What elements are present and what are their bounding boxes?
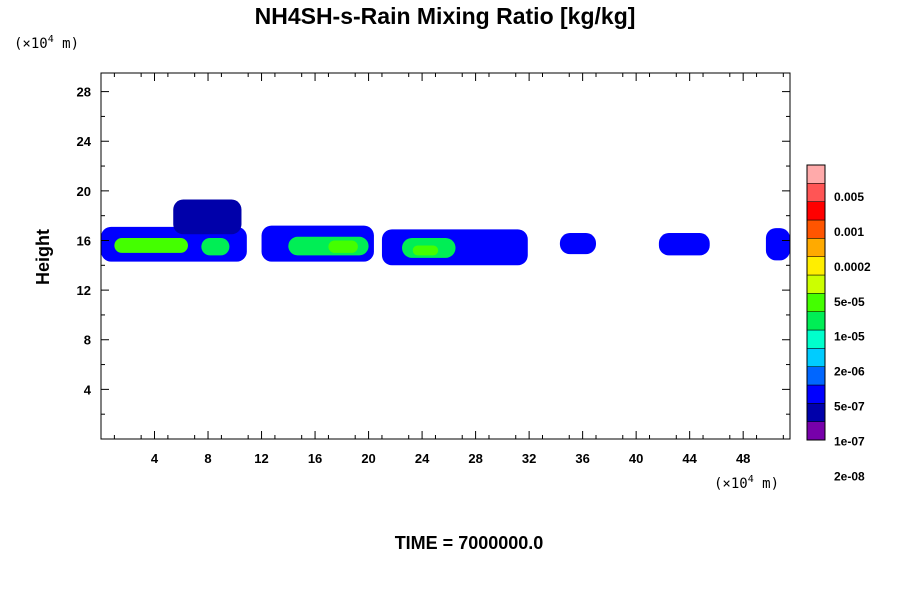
y-tick-label: 24 (77, 134, 92, 149)
x-tick-label: 36 (575, 451, 589, 466)
contour-feature-6 (328, 240, 358, 253)
colorbar-label: 1e-05 (834, 330, 865, 344)
colorbar-label: 5e-07 (834, 400, 865, 414)
x-tick-label: 24 (415, 451, 430, 466)
colorbar-swatch (806, 164, 826, 184)
colorbar-swatch (806, 348, 826, 367)
colorbar-label: 0.005 (834, 190, 864, 204)
x-tick-label: 48 (736, 451, 750, 466)
plot-frame (100, 72, 791, 440)
x-tick-label: 16 (308, 451, 322, 466)
colorbar-label: 5e-05 (834, 295, 865, 309)
y-tick-label: 8 (84, 333, 91, 348)
y-axis-unit: (×104 m) (14, 34, 79, 52)
y-tick-label: 16 (77, 233, 91, 248)
x-tick-label: 8 (204, 451, 211, 466)
x-axis-unit: (×104 m) (714, 474, 779, 492)
chart-title: NH4SH-s-Rain Mixing Ratio [kg/kg] (255, 3, 636, 29)
x-tick-label: 40 (629, 451, 643, 466)
colorbar-swatch (806, 293, 826, 312)
contour-layer (101, 199, 790, 266)
contour-feature-3 (173, 199, 242, 235)
contour-feature-2 (201, 238, 230, 256)
x-tick-label: 44 (682, 451, 697, 466)
time-label: TIME = 7000000.0 (395, 533, 544, 553)
colorbar-swatch (806, 403, 826, 422)
x-tick-label: 32 (522, 451, 536, 466)
x-tick-label: 12 (254, 451, 268, 466)
y-tick-label: 28 (77, 85, 91, 100)
colorbar-swatch (806, 311, 826, 331)
colorbar-swatch (806, 384, 826, 404)
colorbar-frame (806, 164, 826, 441)
colorbar-swatch (806, 201, 826, 221)
contour-feature-9 (412, 245, 439, 256)
y-tick-label: 12 (77, 283, 91, 298)
colorbar-swatch (806, 274, 826, 294)
y-tick-label: 4 (84, 382, 92, 397)
contour-feature-12 (765, 228, 790, 261)
y-axis-label: Height (33, 229, 53, 285)
colorbar-swatch (806, 366, 826, 386)
x-tick-label: 20 (361, 451, 375, 466)
x-tick-label: 4 (151, 451, 159, 466)
colorbar-swatch (806, 219, 826, 239)
x-tick-label: 28 (468, 451, 482, 466)
contour-feature-10 (559, 233, 597, 255)
colorbar: 0.005 0.001 0.0002 5e-05 1e-05 2e-06 5e-07 1e-0… (806, 164, 871, 483)
colorbar-swatch (806, 183, 826, 202)
colorbar-swatch (806, 329, 826, 349)
colorbar-swatch (806, 421, 826, 441)
colorbar-label: 0.0002 (834, 260, 871, 274)
colorbar-swatch (806, 238, 826, 257)
colorbar-label: 0.001 (834, 225, 864, 239)
colorbar-label: 1e-07 (834, 434, 865, 448)
colorbar-label: 2e-06 (834, 365, 865, 379)
colorbar-swatch (806, 256, 826, 276)
colorbar-label: 2e-08 (834, 469, 865, 483)
contour-feature-1 (114, 238, 188, 253)
y-tick-label: 20 (77, 184, 91, 199)
contour-feature-11 (658, 233, 710, 256)
